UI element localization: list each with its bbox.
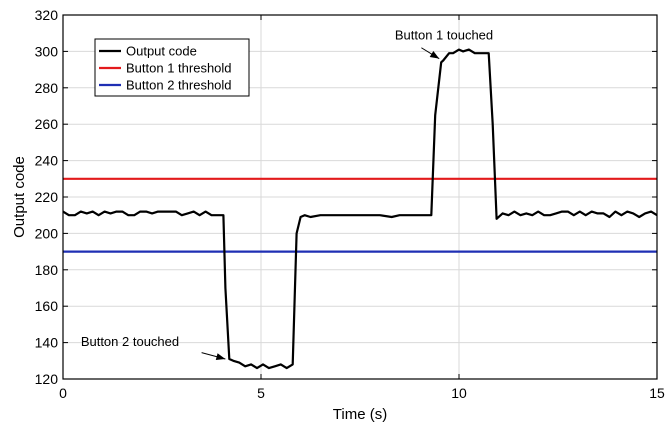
annotation-label: Button 2 touched — [81, 334, 179, 349]
annotation-arrowhead — [429, 50, 440, 59]
annotations: Button 1 touched Button 2 touched — [81, 28, 493, 361]
x-axis-title: Time (s) — [333, 406, 387, 423]
series-line-output-code — [62, 48, 658, 370]
y-tick-label: 120 — [35, 371, 59, 387]
y-tick-label: 220 — [35, 189, 59, 205]
y-tick-label: 320 — [35, 7, 59, 23]
series-layer — [62, 48, 658, 370]
annotation-label: Button 1 touched — [395, 28, 493, 43]
x-tick-label: 0 — [59, 385, 67, 401]
x-tick-label: 15 — [649, 385, 665, 401]
y-tick-label: 160 — [35, 298, 59, 314]
y-tick-label: 300 — [35, 43, 59, 59]
legend-label: Output code — [126, 44, 197, 59]
y-tick-label: 260 — [35, 116, 59, 132]
legend-label: Button 2 threshold — [126, 78, 232, 93]
y-axis-title: Output code — [11, 156, 28, 238]
legend-label: Button 1 threshold — [126, 61, 232, 76]
y-tick-label: 140 — [35, 335, 59, 351]
ticks: 0 5 10 15 120 140 160 180 200 220 240 260 280 300 320 — [35, 7, 665, 401]
annotation-arrowhead — [215, 353, 226, 361]
x-tick-label: 5 — [257, 385, 265, 401]
grid — [63, 15, 657, 379]
y-tick-label: 180 — [35, 262, 59, 278]
y-tick-label: 280 — [35, 80, 59, 96]
x-tick-label: 10 — [451, 385, 467, 401]
y-tick-label: 240 — [35, 153, 59, 169]
legend: Output code Button 1 threshold Button 2 th… — [94, 38, 250, 97]
y-tick-label: 200 — [35, 225, 59, 241]
